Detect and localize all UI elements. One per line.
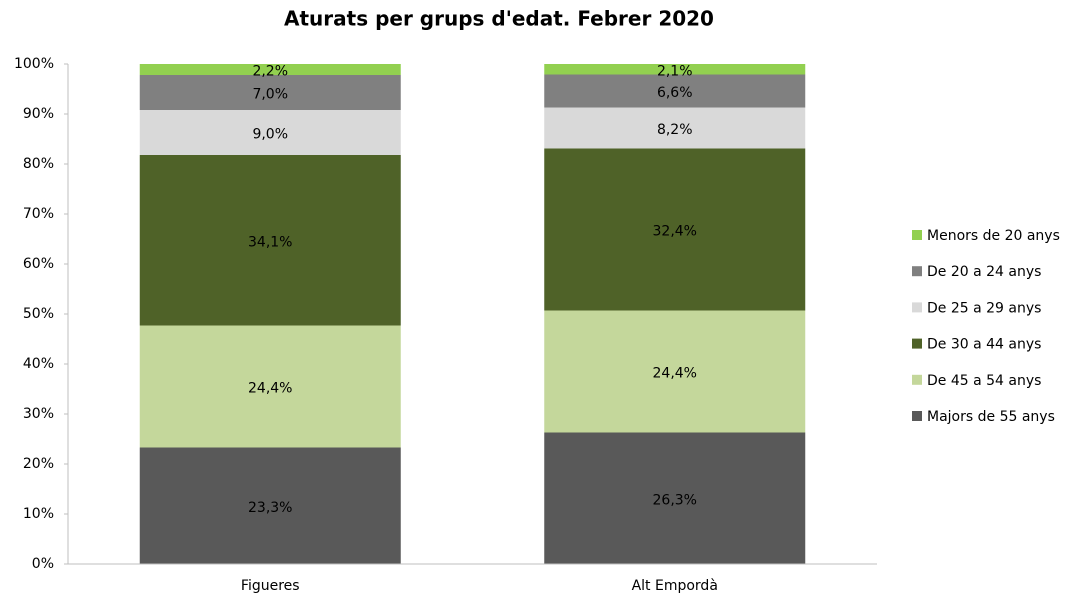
bar-segment [139,325,401,448]
data-label: 26,3% [653,492,697,508]
y-tick-label: 60% [23,256,54,272]
y-tick-label: 50% [23,306,54,322]
data-label: 23,3% [248,500,292,516]
data-label: 2,2% [252,64,288,80]
bar-segment [544,432,806,564]
x-tick-label: Alt Empordà [632,578,718,594]
bar-segment [139,155,401,326]
y-tick-label: 90% [23,106,54,122]
data-label: 8,2% [657,122,693,138]
data-label: 34,1% [248,234,292,250]
legend-swatch [912,338,922,349]
legend-swatch [912,411,922,421]
data-label: 32,4% [653,224,697,240]
data-label: 7,0% [252,87,288,103]
legend-swatch [912,302,922,313]
x-tick-label: Figueres [241,578,300,594]
legend-label: De 45 a 54 anys [927,373,1041,389]
legend-label: Menors de 20 anys [927,228,1060,244]
data-label: 24,4% [248,381,292,397]
bar-segment [544,148,806,311]
bar-segment [544,64,806,75]
legend-label: Majors de 55 anys [927,409,1055,425]
bar-segment [544,310,806,433]
bar-segment [139,110,401,155]
y-tick-label: 30% [23,406,54,422]
y-tick-label: 10% [23,506,54,522]
y-tick-label: 100% [14,56,54,72]
legend-swatch [912,374,922,385]
y-tick-label: 70% [23,206,54,222]
legend-label: De 30 a 44 anys [927,337,1041,353]
y-tick-label: 80% [23,156,54,172]
legend-swatch [912,266,922,277]
bar-segment [139,75,401,110]
data-label: 24,4% [653,366,697,382]
y-tick-label: 0% [32,556,54,572]
legend-label: De 25 a 29 anys [927,300,1041,316]
bar-segment [544,74,806,108]
y-tick-label: 20% [23,456,54,472]
data-label: 2,1% [657,63,693,79]
bar-segment [544,107,806,149]
bar-segment [139,64,401,75]
legend-label: De 20 a 24 anys [927,264,1041,280]
chart-title: Aturats per grups d'edat. Febrer 2020 [284,7,714,31]
bar-segment [139,447,401,564]
data-label: 9,0% [252,127,288,143]
data-label: 6,6% [657,85,693,101]
y-tick-label: 40% [23,356,54,372]
legend-swatch [912,230,922,240]
